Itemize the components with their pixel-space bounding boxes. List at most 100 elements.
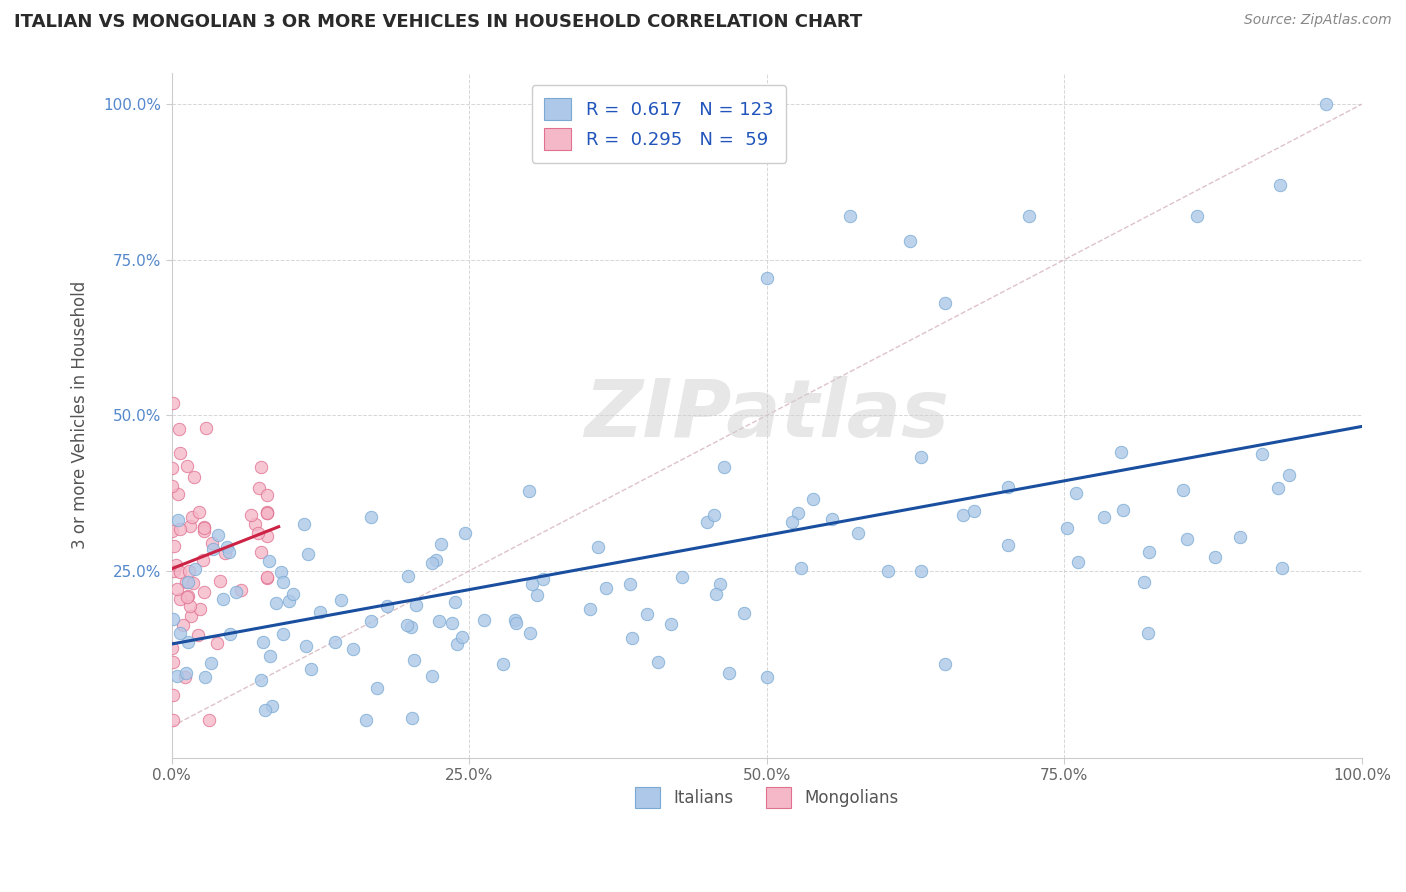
Point (256, 529, 278, 543)
Point (1185, 209, 1208, 223)
Point (208, 574, 231, 588)
Point (1271, 560, 1294, 574)
Point (195, 421, 218, 435)
Point (1267, 481, 1289, 495)
Point (169, 565, 191, 579)
Point (846, 525, 869, 540)
Point (952, 508, 974, 522)
Point (179, 599, 201, 613)
Point (176, 459, 198, 474)
Point (586, 540, 609, 554)
Point (595, 581, 617, 595)
Point (1171, 483, 1194, 497)
Point (934, 296, 956, 310)
Point (260, 699, 283, 714)
Point (166, 669, 188, 683)
Point (517, 483, 540, 498)
Point (187, 628, 209, 642)
Point (696, 515, 718, 529)
Point (177, 574, 200, 589)
Point (309, 605, 332, 619)
Point (297, 547, 319, 561)
Point (169, 445, 191, 459)
Point (256, 570, 278, 584)
Point (256, 506, 278, 520)
Point (239, 508, 262, 522)
Point (910, 450, 932, 464)
Point (256, 505, 278, 519)
Point (257, 553, 280, 567)
Point (271, 575, 294, 590)
Point (211, 592, 233, 607)
Point (200, 656, 222, 670)
Point (821, 512, 844, 526)
Point (405, 598, 427, 612)
Point (181, 576, 204, 591)
Point (174, 670, 197, 684)
Point (201, 536, 224, 550)
Point (801, 491, 824, 506)
Point (396, 569, 419, 583)
Point (1136, 626, 1159, 640)
Point (659, 617, 682, 632)
Point (733, 606, 755, 620)
Point (453, 525, 475, 540)
Point (169, 591, 191, 606)
Point (166, 582, 188, 596)
Point (193, 521, 215, 535)
Point (219, 626, 242, 640)
Point (342, 641, 364, 656)
Point (247, 481, 270, 495)
Point (786, 507, 808, 521)
Point (166, 513, 188, 527)
Point (183, 469, 205, 483)
Point (193, 524, 215, 538)
Point (446, 637, 468, 651)
Y-axis label: 3 or more Vehicles in Household: 3 or more Vehicles in Household (72, 281, 89, 549)
Text: ZIPatlas: ZIPatlas (585, 376, 949, 454)
Point (207, 636, 229, 650)
Point (270, 566, 292, 580)
Point (169, 522, 191, 536)
Point (277, 594, 299, 608)
Point (375, 599, 398, 613)
Point (160, 460, 183, 475)
Point (579, 602, 602, 616)
Point (160, 524, 183, 539)
Point (636, 607, 658, 621)
Point (703, 508, 725, 522)
Point (292, 516, 315, 531)
Point (193, 670, 215, 684)
Point (165, 558, 187, 573)
Point (1204, 550, 1226, 565)
Point (910, 565, 932, 579)
Point (717, 665, 740, 680)
Point (934, 657, 956, 672)
Point (180, 609, 202, 624)
Point (323, 634, 346, 648)
Point (299, 662, 322, 676)
Point (491, 657, 513, 672)
Point (184, 562, 207, 576)
Point (1251, 446, 1274, 460)
Point (1018, 209, 1040, 223)
Point (218, 545, 240, 559)
Point (295, 639, 318, 653)
Point (427, 615, 450, 629)
Point (193, 519, 215, 533)
Point (256, 507, 278, 521)
Point (1278, 467, 1301, 482)
Point (162, 656, 184, 670)
Point (399, 620, 422, 634)
Point (207, 527, 229, 541)
Point (360, 614, 382, 628)
Point (401, 710, 423, 724)
Point (1067, 555, 1090, 569)
Point (898, 234, 921, 248)
Point (250, 459, 273, 474)
Point (1092, 510, 1115, 524)
Point (1270, 178, 1292, 192)
Point (160, 479, 183, 493)
Point (169, 422, 191, 436)
Point (877, 564, 900, 578)
